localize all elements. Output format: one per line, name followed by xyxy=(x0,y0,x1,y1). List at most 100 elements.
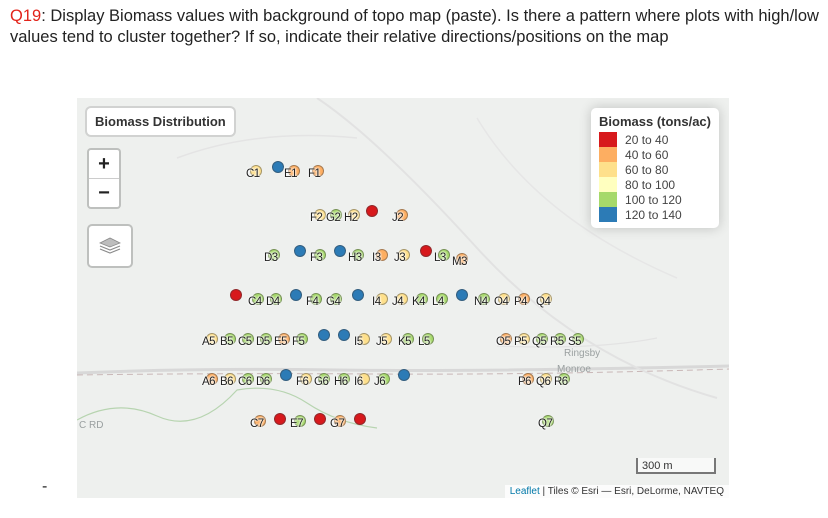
plot-dot xyxy=(500,333,512,345)
plot-dot xyxy=(366,205,378,217)
plot-label: P5 xyxy=(514,336,528,348)
legend-swatch xyxy=(599,207,618,222)
plot-label: K5 xyxy=(398,336,412,348)
plot-label: F2 xyxy=(310,212,323,224)
plot-label: K4 xyxy=(412,296,426,308)
plot-dot xyxy=(376,249,388,261)
plot-dot xyxy=(522,373,534,385)
layers-icon xyxy=(99,237,121,254)
leaflet-link[interactable]: Leaflet xyxy=(509,486,540,497)
plot-dot xyxy=(318,329,330,341)
map-attribution: Leaflet | Tiles © Esri — Esri, DeLorme, … xyxy=(504,485,729,498)
legend-item: 40 to 60 xyxy=(599,147,711,162)
legend-swatch xyxy=(599,132,618,147)
plot-label: F1 xyxy=(308,168,321,180)
plot-label: G4 xyxy=(326,296,341,308)
plot-dot xyxy=(330,209,342,221)
plot-dot xyxy=(572,333,584,345)
plot-dot xyxy=(354,413,366,425)
plot-label: B5 xyxy=(220,336,234,348)
plot-label: I3 xyxy=(372,252,381,264)
question-text: Q19: Display Biomass values with backgro… xyxy=(10,6,822,48)
map-title: Biomass Distribution xyxy=(87,108,234,135)
plot-dot xyxy=(398,369,410,381)
plot-dot xyxy=(312,165,324,177)
biomass-legend: Biomass (tons/ac) 20 to 40 40 to 60 60 to … xyxy=(591,108,719,228)
plot-dot xyxy=(402,333,414,345)
plot-label: D3 xyxy=(264,252,278,264)
layers-button[interactable] xyxy=(87,224,133,268)
plot-dot xyxy=(498,293,510,305)
plot-dot xyxy=(250,165,262,177)
plot-dot xyxy=(206,373,218,385)
plot-dot xyxy=(224,373,236,385)
plot-dot xyxy=(290,289,302,301)
plot-dot xyxy=(518,333,530,345)
plot-dot xyxy=(416,293,428,305)
legend-item: 100 to 120 xyxy=(599,192,711,207)
scale-bar: 300 m xyxy=(636,458,716,474)
plot-label: Q6 xyxy=(536,376,551,388)
plot-label: F4 xyxy=(306,296,319,308)
attribution-text: | Tiles © Esri — Esri, DeLorme, NAVTEQ xyxy=(539,486,725,497)
plot-dot xyxy=(224,333,236,345)
plot-dot xyxy=(330,293,342,305)
legend-label: 100 to 120 xyxy=(625,192,682,207)
plot-dot xyxy=(268,249,280,261)
plot-label: J3 xyxy=(394,252,406,264)
legend-swatch xyxy=(599,192,618,207)
plot-label: H6 xyxy=(334,376,348,388)
plot-dot xyxy=(314,209,326,221)
plot-dot xyxy=(242,333,254,345)
plot-dot xyxy=(230,289,242,301)
plot-dot xyxy=(242,373,254,385)
plot-label: Q5 xyxy=(532,336,547,348)
plot-label: C4 xyxy=(248,296,262,308)
plot-dot xyxy=(338,329,350,341)
plot-dot xyxy=(260,333,272,345)
bullet-dash: - xyxy=(42,478,48,495)
leaflet-map[interactable]: Monroe Ringsby C RD C1 E1 F1 F2 G2 H2 J2 D3 F3 H3… xyxy=(77,98,729,498)
plot-label: F3 xyxy=(310,252,323,264)
plot-dot xyxy=(294,245,306,257)
plot-dot xyxy=(314,249,326,261)
plot-dot xyxy=(518,293,530,305)
plot-label: N4 xyxy=(474,296,488,308)
plot-dot xyxy=(398,249,410,261)
plot-dot xyxy=(396,293,408,305)
plot-label: I5 xyxy=(354,336,363,348)
plot-dot xyxy=(334,245,346,257)
plot-label: F5 xyxy=(292,336,305,348)
plot-dot xyxy=(254,415,266,427)
plot-label: J6 xyxy=(374,376,386,388)
question-number: Q19 xyxy=(10,7,42,25)
plot-label: G2 xyxy=(326,212,341,224)
plot-label: G6 xyxy=(314,376,329,388)
plot-dot xyxy=(278,333,290,345)
plot-label: J4 xyxy=(392,296,404,308)
topo-background xyxy=(77,98,729,429)
legend-swatch xyxy=(599,147,618,162)
plot-dot xyxy=(438,249,450,261)
plot-label: C5 xyxy=(238,336,252,348)
plot-label: I6 xyxy=(354,376,363,388)
plot-dot xyxy=(420,245,432,257)
plot-dot xyxy=(348,209,360,221)
plot-dot xyxy=(272,161,284,173)
plot-label: J5 xyxy=(376,336,388,348)
plot-label: R6 xyxy=(554,376,568,388)
plot-dot xyxy=(270,293,282,305)
plot-dot xyxy=(456,253,468,265)
zoom-out-button[interactable]: − xyxy=(89,178,119,207)
plot-dot xyxy=(380,333,392,345)
plot-label: D6 xyxy=(256,376,270,388)
zoom-in-button[interactable]: + xyxy=(98,153,110,175)
plot-label: C1 xyxy=(246,168,260,180)
plot-dot xyxy=(376,293,388,305)
plot-dot xyxy=(300,373,312,385)
legend-item: 20 to 40 xyxy=(599,132,711,147)
plot-label: L3 xyxy=(434,252,446,264)
plot-dot xyxy=(288,165,300,177)
legend-label: 80 to 100 xyxy=(625,177,676,192)
plot-label: G7 xyxy=(330,418,345,430)
